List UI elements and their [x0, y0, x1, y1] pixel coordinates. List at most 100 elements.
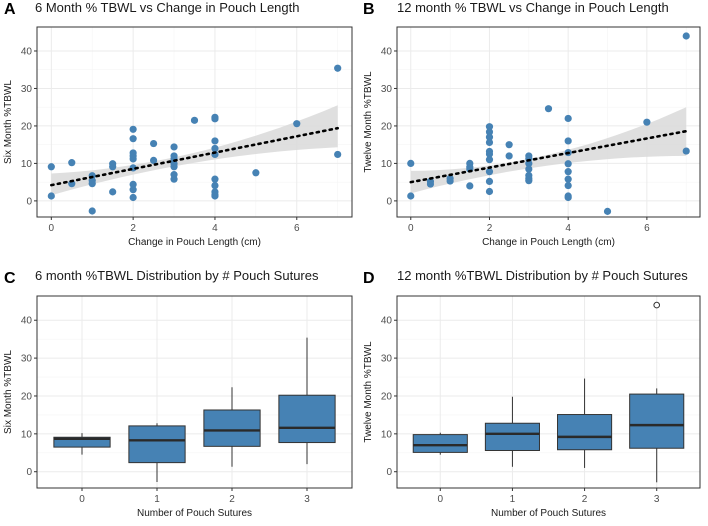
x-axis-label: Change in Pouch Length (cm) — [128, 237, 261, 248]
y-axis-label: Twelve Month %TBWL — [363, 71, 374, 173]
data-point — [525, 177, 533, 185]
data-point — [682, 32, 690, 40]
x-tick-label: 6 — [644, 223, 650, 234]
y-axis: 0 10 20 30 40 — [381, 46, 397, 207]
data-point — [485, 123, 494, 131]
x-tick-label: 2 — [582, 494, 588, 505]
box-2 — [203, 387, 261, 467]
y-tick-label: 30 — [21, 354, 33, 365]
data-point — [129, 180, 137, 188]
plot-area — [37, 296, 352, 488]
data-point — [564, 193, 572, 202]
data-point — [149, 156, 158, 165]
data-point — [485, 138, 494, 147]
data-point — [211, 181, 219, 190]
trend-line — [50, 126, 339, 187]
x-tick-label: 0 — [49, 223, 55, 234]
x-axis-label: Number of Pouch Sutures — [491, 508, 606, 519]
data-point — [603, 207, 612, 215]
data-point — [485, 128, 494, 136]
box-1 — [484, 396, 540, 467]
y-axis: 0 10 20 30 40 — [21, 46, 37, 207]
data-point — [170, 163, 178, 171]
data-points — [407, 32, 690, 215]
data-point — [564, 175, 572, 183]
y-tick-label: 0 — [386, 196, 392, 207]
data-point — [47, 163, 55, 171]
y-tick-label: 20 — [21, 121, 33, 132]
y-tick-label: 40 — [21, 46, 33, 57]
data-point — [485, 168, 494, 176]
data-point — [485, 177, 494, 185]
data-point — [47, 192, 55, 200]
y-tick-label: 40 — [381, 46, 393, 57]
x-axis: 0 1 2 3 — [438, 488, 660, 505]
boxes — [53, 337, 336, 482]
x-tick-label: 1 — [154, 494, 160, 505]
data-point — [129, 125, 137, 133]
data-point — [564, 181, 572, 190]
x-axis: 0 2 4 6 — [49, 217, 300, 234]
data-points — [47, 64, 342, 215]
y-tick-label: 30 — [381, 354, 393, 365]
x-tick-label: 0 — [438, 494, 444, 505]
y-axis: 0 10 20 30 40 — [21, 316, 37, 478]
data-point — [129, 155, 137, 163]
data-point — [109, 188, 117, 196]
plot-area — [397, 296, 700, 488]
data-point — [190, 116, 199, 124]
panel-b: 0 10 20 30 40 0 2 4 6 Change in Pouch Length (cm)… — [363, 0, 701, 248]
box-body — [557, 414, 613, 451]
data-point — [407, 159, 415, 168]
plot-border — [36, 295, 353, 489]
y-tick-label: 30 — [381, 84, 393, 95]
box-0 — [53, 433, 111, 455]
data-point — [88, 180, 96, 188]
panel-label: C — [4, 270, 16, 287]
y-tick-label: 30 — [21, 84, 33, 95]
box-body — [412, 434, 468, 453]
data-point — [485, 150, 494, 158]
chart-title: 6 month %TBWL Distribution by # Pouch Su… — [35, 268, 319, 283]
data-point — [129, 186, 137, 194]
boxes — [412, 301, 685, 483]
box-body — [629, 393, 685, 449]
data-point — [293, 120, 301, 128]
data-point — [544, 105, 553, 113]
data-point — [334, 150, 342, 159]
data-point — [211, 192, 219, 200]
data-point — [564, 114, 572, 123]
x-tick-label: 2 — [130, 223, 136, 234]
box-body — [53, 436, 111, 448]
trend-line — [409, 129, 688, 184]
y-tick-label: 20 — [381, 391, 393, 402]
confidence-band — [410, 107, 687, 194]
data-point — [466, 182, 474, 190]
y-tick-label: 10 — [381, 159, 393, 170]
plot-border — [396, 295, 701, 489]
plot-border — [36, 26, 353, 218]
x-tick-label: 3 — [304, 494, 310, 505]
x-tick-label: 6 — [294, 223, 300, 234]
data-point — [109, 163, 117, 171]
x-tick-label: 0 — [79, 494, 85, 505]
data-point — [505, 141, 513, 149]
x-axis-label: Number of Pouch Sutures — [137, 508, 252, 519]
box-body — [278, 394, 336, 444]
y-tick-label: 0 — [26, 467, 32, 478]
confidence-band — [51, 105, 338, 196]
outlier-point — [653, 301, 661, 309]
y-tick-label: 40 — [381, 316, 393, 327]
panel-a: 0 10 20 30 40 0 2 4 6 Change in Pouch Length (cm)… — [3, 0, 353, 248]
x-axis: 0 2 4 6 — [408, 217, 650, 234]
data-point — [211, 144, 219, 153]
box-2 — [557, 378, 613, 468]
data-point — [643, 118, 651, 126]
y-axis-label: Six Month %TBWL — [3, 80, 14, 164]
data-point — [485, 187, 494, 196]
data-point — [334, 64, 342, 72]
x-tick-label: 0 — [408, 223, 414, 234]
box-1 — [128, 423, 186, 482]
y-tick-label: 20 — [21, 391, 33, 402]
